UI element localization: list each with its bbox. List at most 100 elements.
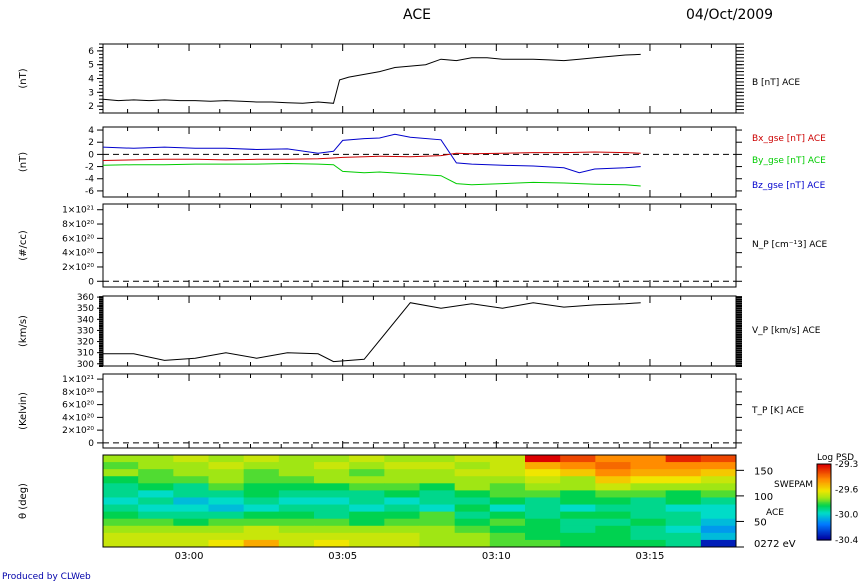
figure-date: 04/Oct/2009 <box>686 7 774 23</box>
heatmap-cell <box>595 462 631 470</box>
colorbar-cell <box>817 485 831 488</box>
colorbar-cell <box>817 503 831 506</box>
heatmap-cell <box>103 490 139 498</box>
heatmap-cell <box>560 497 596 506</box>
heatmap-cell <box>278 518 315 527</box>
y-axis-label: (nT) <box>18 152 29 172</box>
heatmap-cell <box>560 455 596 463</box>
heatmap-cell <box>525 476 561 484</box>
colorbar-cell <box>817 499 831 502</box>
heatmap-cell <box>138 497 174 506</box>
heatmap-cell <box>489 483 526 491</box>
heatmap-cell <box>349 532 385 541</box>
heatmap-cell <box>700 518 737 527</box>
heatmap-cell <box>208 497 245 506</box>
y-tick-label: 100 <box>754 492 773 503</box>
colorbar-tick-label: -29.6 <box>835 485 859 495</box>
heatmap-cell <box>384 469 420 477</box>
heatmap-cell <box>525 490 561 498</box>
colorbar-cell <box>817 513 831 516</box>
heatmap-cell <box>419 525 456 534</box>
heatmap-cell <box>208 525 245 534</box>
colorbar-cell <box>817 510 831 513</box>
heatmap-cell <box>525 525 561 534</box>
heatmap-cell <box>243 483 280 491</box>
heatmap-cell <box>595 469 631 477</box>
heatmap-cell <box>700 511 737 520</box>
panel-frame <box>102 373 737 449</box>
heatmap-cell <box>173 490 209 498</box>
colorbar-cell <box>817 533 831 536</box>
heatmap-cell <box>525 539 561 548</box>
heatmap-cell <box>208 483 245 491</box>
y-tick-label: 2 <box>88 102 94 112</box>
heatmap-cell <box>278 455 315 463</box>
colorbar-cell <box>817 469 831 471</box>
colorbar-tick-label: -29.3 <box>835 460 858 470</box>
y-tick-label: 150 <box>754 466 773 477</box>
heatmap-cell <box>630 511 667 520</box>
colorbar-cell <box>817 512 831 514</box>
heatmap-cell <box>173 504 209 513</box>
panel-frame <box>102 454 737 548</box>
heatmap-cell <box>349 497 385 506</box>
heatmap-cell <box>278 525 315 534</box>
heatmap-cell <box>138 462 174 470</box>
heatmap-cell <box>665 462 702 470</box>
heatmap-cell <box>630 476 667 484</box>
y-tick-label: 3 <box>88 88 94 98</box>
colorbar-cell <box>817 529 831 532</box>
heatmap-cell <box>665 539 702 548</box>
y-tick-label: 8×10²⁰ <box>62 220 94 230</box>
heatmap-cell <box>489 490 526 498</box>
heatmap-cell <box>419 532 456 541</box>
colorbar-cell <box>817 500 831 503</box>
colorbar-cell <box>817 519 831 522</box>
series-label: T_P [K] ACE <box>751 406 804 416</box>
heatmap-cell <box>595 539 631 548</box>
heatmap-cell <box>103 518 139 527</box>
heatmap-cell <box>243 469 280 477</box>
heatmap-cell <box>173 518 209 527</box>
heatmap-cell <box>525 483 561 491</box>
colorbar-cell <box>817 523 831 526</box>
y-tick-label: 4×10²⁰ <box>62 249 94 259</box>
heatmap-cell <box>278 511 315 520</box>
heatmap-cell <box>454 455 491 463</box>
heatmap-cell <box>630 497 667 506</box>
heatmap-cell <box>243 476 280 484</box>
y-axis-label: (Kelvin) <box>18 392 29 430</box>
colorbar-title: Log PSD <box>817 453 854 463</box>
heatmap-cell <box>489 525 526 534</box>
heatmap-cell <box>665 490 702 498</box>
colorbar-cell <box>817 517 831 520</box>
heatmap-cell <box>243 497 280 506</box>
y-tick-label: 350 <box>77 304 94 314</box>
series-label: Bx_gse [nT] ACE <box>752 134 826 144</box>
heatmap-cell <box>700 462 737 470</box>
y-tick-label: -4 <box>85 175 94 185</box>
series-label: V_P [km/s] ACE <box>752 326 821 336</box>
heatmap-cell <box>314 497 350 506</box>
y-tick-label: 4 <box>88 126 94 136</box>
series-line <box>102 133 641 174</box>
heatmap-cell <box>454 525 491 534</box>
heatmap-cell <box>595 525 631 534</box>
heatmap-cell <box>665 532 702 541</box>
heatmap-cell <box>700 469 737 477</box>
heatmap-cell <box>103 504 139 513</box>
heatmap-cell <box>349 469 385 477</box>
heatmap-cell <box>419 539 456 548</box>
heatmap-cell <box>454 483 491 491</box>
heatmap-cell <box>314 462 350 470</box>
heatmap-cell <box>243 462 280 470</box>
heatmap-cell <box>595 532 631 541</box>
y-tick-label: 0 <box>88 150 94 160</box>
heatmap-cell <box>489 469 526 477</box>
colorbar-cell <box>817 477 831 480</box>
heatmap-cell <box>173 462 209 470</box>
heatmap-cell <box>454 476 491 484</box>
y-tick-label: 6×10²⁰ <box>62 401 94 411</box>
y-tick-label: 0272 eV <box>754 539 796 550</box>
series-label: B [nT] ACE <box>752 78 800 88</box>
